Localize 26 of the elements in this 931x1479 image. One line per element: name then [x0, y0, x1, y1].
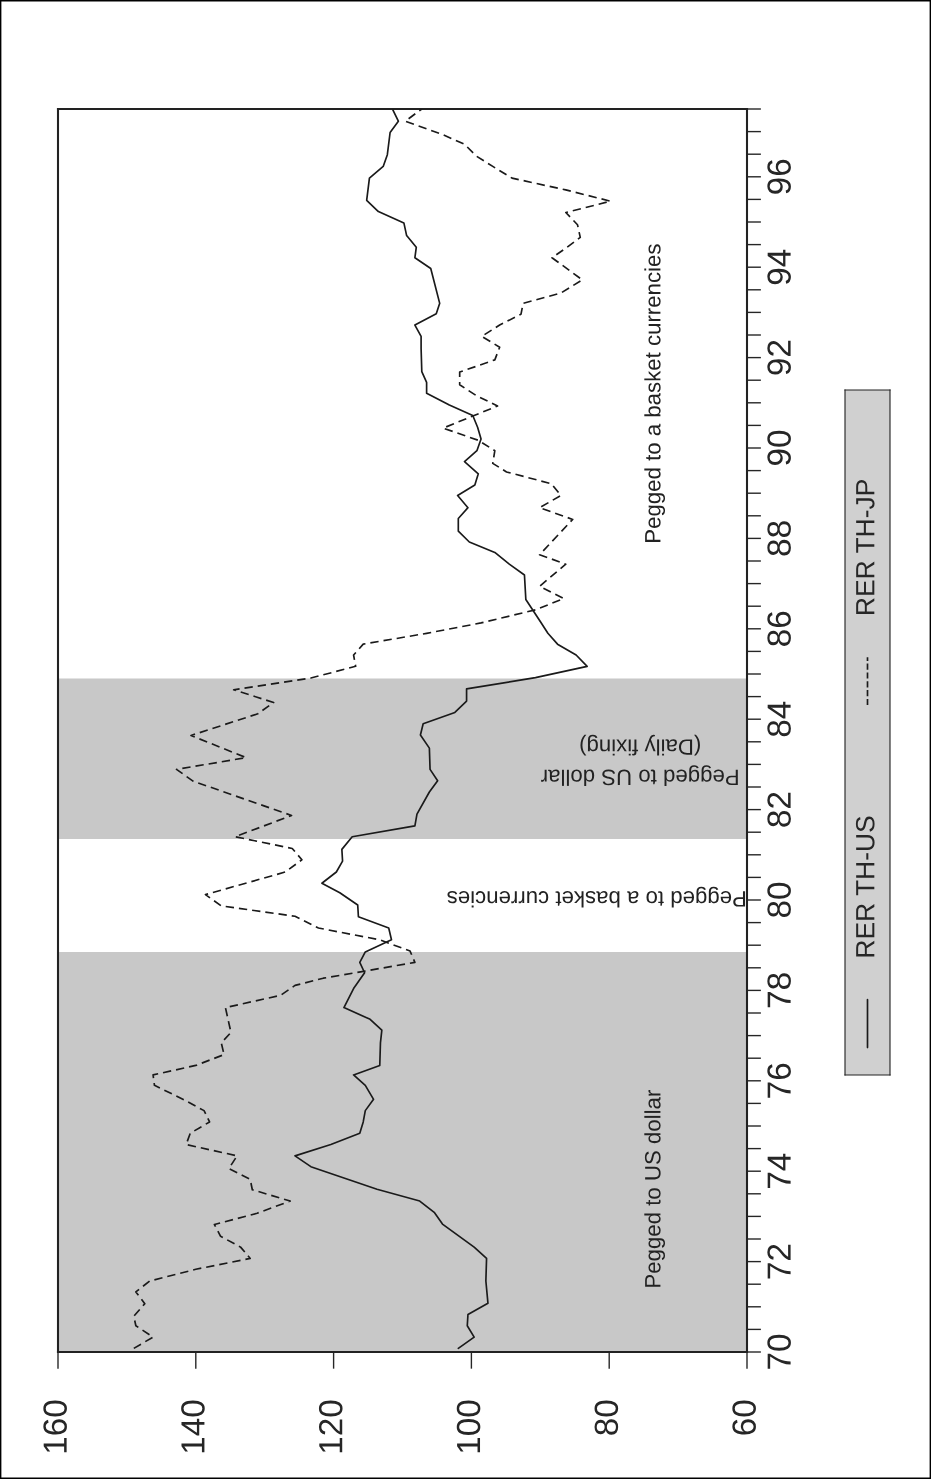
y-tick-label: 74 — [767, 1153, 791, 1189]
x-tick-label: 100 — [456, 1400, 481, 1453]
y-tick-label: 76 — [767, 1063, 791, 1098]
y-tick-label: 82 — [767, 792, 791, 827]
y-tick-label: 90 — [767, 430, 791, 465]
annotation: Pegged to US dollar (Daily fixing) — [541, 734, 738, 786]
y-tick-label: 70 — [767, 1334, 791, 1369]
y-tick-label: 88 — [767, 521, 791, 556]
y-tick-label: 86 — [767, 611, 791, 646]
x-tick-label: 120 — [318, 1400, 343, 1453]
y-tick-label: 78 — [767, 973, 791, 1008]
x-tick-label: 140 — [181, 1400, 205, 1453]
x-tick-label: 160 — [43, 1400, 67, 1453]
y-tick-label: 94 — [767, 249, 791, 285]
annotation: Pegged to a basket currencies — [447, 886, 746, 908]
y-tick-label: 96 — [767, 159, 791, 194]
x-tick-label: 60 — [732, 1400, 756, 1435]
text: RER TH-JP — [856, 480, 875, 614]
text: RER TH-US — [855, 816, 875, 957]
y-tick-label: 92 — [767, 340, 791, 375]
y-tick-label: 72 — [767, 1244, 791, 1279]
annotation: Pegged to a basket currencies — [644, 244, 666, 542]
y-tick-label: 80 — [767, 882, 791, 918]
y-tick-label: 84 — [767, 701, 791, 737]
x-tick-label: 80 — [594, 1400, 619, 1435]
annotation: Pegged to US dollar — [644, 1090, 666, 1287]
